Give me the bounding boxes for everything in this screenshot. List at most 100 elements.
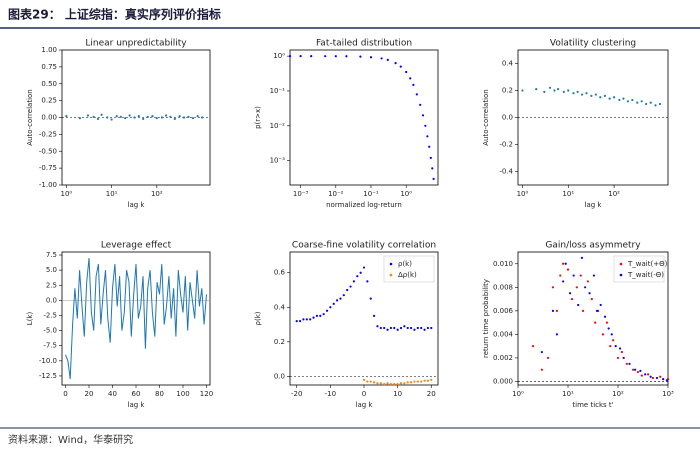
data-point <box>662 378 665 381</box>
figure-title: 图表29： 上证综指：真实序列评价指标 <box>8 7 221 22</box>
data-point <box>295 319 298 323</box>
data-point <box>421 114 425 117</box>
data-point <box>396 383 399 386</box>
y-tick-label: 0.6 <box>274 269 286 277</box>
data-point <box>409 381 413 384</box>
data-point <box>389 326 393 330</box>
data-point <box>415 93 418 96</box>
data-point <box>555 309 559 312</box>
data-point <box>644 373 647 376</box>
y-tick-label: -10.0 <box>39 357 57 365</box>
data-point <box>430 378 433 381</box>
y-tick-label: 0.0 <box>502 114 513 122</box>
data-point <box>594 321 597 324</box>
y-tick-label: -7.5 <box>43 342 57 350</box>
data-point <box>305 318 308 321</box>
data-point <box>369 380 372 383</box>
y-tick-label: 0.2 <box>274 338 285 346</box>
data-point <box>564 262 567 265</box>
legend-label: Δρ(k) <box>398 271 417 279</box>
data-point <box>588 292 591 295</box>
data-point <box>362 266 366 269</box>
data-point <box>610 333 613 336</box>
data-point <box>187 115 190 118</box>
data-point <box>548 86 552 89</box>
data-point <box>379 326 382 330</box>
data-point <box>551 309 555 312</box>
y-tick-label: 0.2 <box>502 87 513 95</box>
data-point <box>603 94 607 97</box>
data-point <box>636 370 639 374</box>
data-point <box>426 379 430 382</box>
y-tick-label: 0.25 <box>41 97 57 105</box>
data-point <box>562 262 565 265</box>
data-point <box>431 167 434 170</box>
chart-title: Gain/loss asymmetry <box>545 241 641 251</box>
data-point <box>576 90 579 93</box>
data-point <box>616 356 620 360</box>
data-point <box>124 117 127 120</box>
plot-frame <box>517 49 669 186</box>
data-point <box>636 101 639 104</box>
data-point <box>393 326 396 330</box>
data-point <box>572 92 575 95</box>
data-point <box>612 339 615 342</box>
y-tick-label: 0.50 <box>41 80 57 88</box>
data-line <box>65 257 207 380</box>
x-tick-label: 10² <box>151 190 163 198</box>
data-point <box>540 350 543 354</box>
y-tick-label: 1.00 <box>41 46 57 54</box>
y-tick-label: 0.010 <box>493 260 513 268</box>
data-point <box>423 379 426 382</box>
data-point <box>359 271 362 274</box>
data-point <box>352 280 356 283</box>
data-point <box>335 299 339 302</box>
data-point <box>580 93 584 96</box>
data-point <box>640 100 643 103</box>
data-point <box>399 326 403 330</box>
legend-marker <box>619 273 623 277</box>
data-point <box>396 328 399 331</box>
data-point <box>432 177 435 180</box>
y-tick-label: 0.75 <box>41 63 57 71</box>
data-point <box>428 145 431 148</box>
data-point <box>142 117 145 120</box>
data-point <box>420 380 423 383</box>
chart-title: Volatility clustering <box>550 39 636 49</box>
data-point <box>649 375 652 378</box>
y-tick-label: -12.5 <box>39 372 57 380</box>
x-tick-label: 20 <box>427 390 436 398</box>
y-axis-label: L(k) <box>26 312 34 326</box>
y-tick-label: 5.0 <box>46 266 57 274</box>
y-tick-label: 0.00 <box>41 114 57 122</box>
data-point <box>605 321 609 324</box>
legend-box <box>613 255 665 283</box>
data-point <box>196 115 199 118</box>
data-point <box>665 379 668 382</box>
data-point <box>547 356 550 360</box>
data-point <box>553 89 556 92</box>
data-point <box>568 292 572 295</box>
legend-label: T_wait(-Θ) <box>627 271 664 279</box>
data-point <box>325 309 329 312</box>
chart-title: Leverage effect <box>101 241 172 251</box>
data-point <box>372 314 376 318</box>
data-point <box>409 77 412 80</box>
y-tick-label: 2.5 <box>46 281 57 289</box>
y-tick-label: -0.2 <box>499 141 513 149</box>
data-point <box>654 104 657 107</box>
data-point <box>380 57 383 60</box>
data-point <box>383 326 386 330</box>
data-point <box>631 98 634 102</box>
data-point <box>590 297 593 301</box>
x-tick-label: -20 <box>291 390 302 398</box>
data-point <box>562 280 565 283</box>
data-point <box>608 97 611 100</box>
data-point <box>383 383 386 386</box>
x-tick-label: 10⁻¹ <box>363 190 379 198</box>
plot-frame <box>289 49 439 186</box>
x-tick-label: 0 <box>362 390 366 398</box>
data-point <box>403 325 406 328</box>
data-point <box>581 309 585 312</box>
y-tick-label: 10⁰ <box>273 52 285 60</box>
